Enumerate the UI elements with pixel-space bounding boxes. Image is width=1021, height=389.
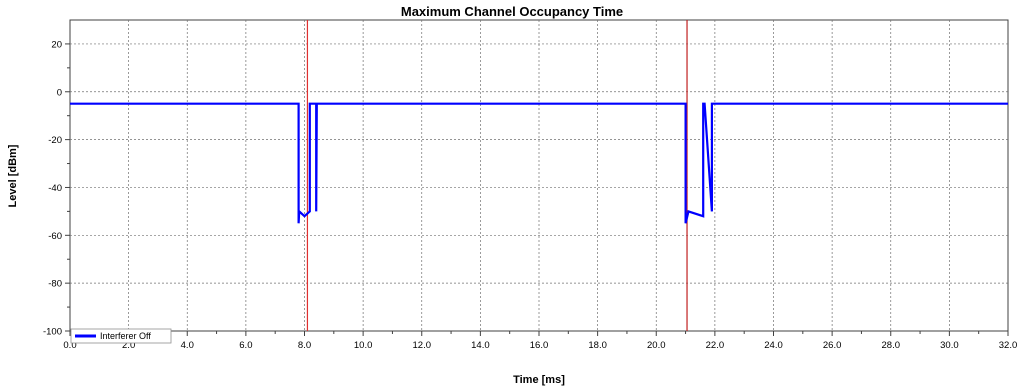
legend-box	[70, 328, 172, 344]
x-tick-label: 26.0	[823, 340, 842, 351]
x-tick-label: 24.0	[764, 340, 783, 351]
x-tick-label: 30.0	[940, 340, 959, 351]
x-tick-label: 10.0	[354, 340, 373, 351]
marker-lines	[306, 20, 688, 331]
y-ticks: 20 0 -20 -40 -60 -80 -100	[43, 39, 70, 338]
y-axis-label: Level [dBm]	[7, 144, 19, 207]
series-group	[70, 102, 1008, 224]
x-ticks: 0.0 2.0 4.0 6.0 8.0 10.0 12.0 14.0 16.0 18.0 20.0 2…	[63, 331, 1017, 351]
x-tick-label: 12.0	[413, 340, 432, 351]
x-tick-label: 0.0	[63, 340, 76, 351]
y-tick-label: -100	[43, 327, 62, 338]
chart-title: Maximum Channel Occupancy Time	[401, 4, 623, 19]
x-tick-label: 2.0	[122, 340, 135, 351]
x-tick-label: 6.0	[239, 340, 252, 351]
series-line	[70, 102, 1008, 224]
x-tick-label: 28.0	[882, 340, 901, 351]
x-tick-label: 32.0	[999, 340, 1018, 351]
y-tick-label: 20	[51, 39, 62, 50]
x-tick-label: 20.0	[647, 340, 666, 351]
x-tick-label: 18.0	[588, 340, 607, 351]
legend-entry: Interferer Off	[100, 331, 151, 341]
plot-area	[69, 19, 1009, 332]
x-tick-label: 16.0	[530, 340, 549, 351]
y-tick-label: -60	[48, 231, 62, 242]
y-tick-label: -80	[48, 279, 62, 290]
legend: Interferer Off	[70, 328, 172, 344]
y-tick-label: -40	[48, 183, 62, 194]
x-tick-label: 22.0	[706, 340, 725, 351]
x-tick-label: 14.0	[471, 340, 490, 351]
y-tick-label: 0	[57, 87, 62, 98]
x-axis-label: Time [ms]	[513, 374, 565, 386]
x-tick-label: 4.0	[181, 340, 194, 351]
grid	[70, 20, 1008, 331]
x-tick-label: 8.0	[298, 340, 311, 351]
y-tick-label: -20	[48, 135, 62, 146]
